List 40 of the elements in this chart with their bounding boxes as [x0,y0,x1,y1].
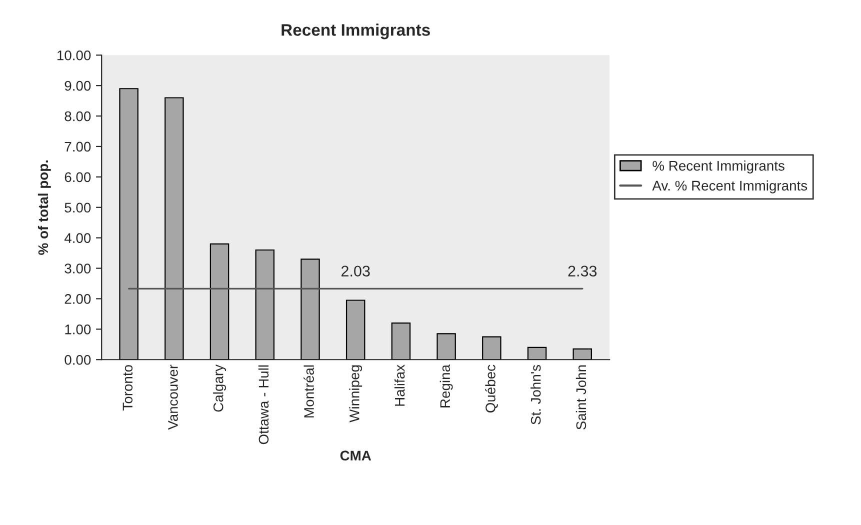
y-tick-label: 1.00 [65,324,91,334]
x-tick-label: Montréal [304,365,314,418]
bar [300,258,320,360]
bar [119,88,138,360]
bar [436,333,456,360]
bar [210,243,230,360]
legend-label: Av. % Recent Immigrants [652,180,808,194]
bar [391,322,411,360]
x-tick-label: Ottawa - Hull [258,365,269,444]
y-tick-label: 5.00 [64,202,91,213]
x-tick-label: Halifax [394,364,405,406]
y-tick-label: 7.00 [64,142,91,152]
bar [572,348,592,360]
x-tick-label: St. John's [530,364,541,424]
x-tick-label: Regina [440,364,453,408]
chart-title: Recent Immigrants [282,24,430,40]
x-tick-label: Calgary [213,364,226,412]
y-axis-title: % of total pop. [38,160,51,255]
y-tick-label: 6.00 [64,172,91,182]
bar [164,97,184,360]
y-tick-label: 3.00 [64,264,91,274]
y-tick-label: 9.00 [64,80,91,91]
x-axis-title: CMA [340,450,372,461]
x-tick-label: Québec [485,364,498,412]
bar [527,346,547,360]
y-tick-label: 2.00 [64,294,91,304]
y-tick-label: 8.00 [64,111,91,122]
bar [482,336,502,360]
data-label: 2.33 [568,266,597,277]
x-tick-label: Winnipeg [349,365,362,422]
annotation: 2.03 [341,266,370,277]
bar [346,300,366,360]
legend-label: % Recent Immigrants [652,160,784,174]
x-tick-label: Vancouver [168,364,178,430]
bar [255,249,275,360]
y-tick-label: 4.00 [64,233,91,243]
y-tick-label: 0.00 [64,354,91,365]
x-tick-label: Toronto [122,365,133,410]
x-tick-label: Saint John [576,365,586,430]
y-tick-label: 10.00 [57,50,91,60]
